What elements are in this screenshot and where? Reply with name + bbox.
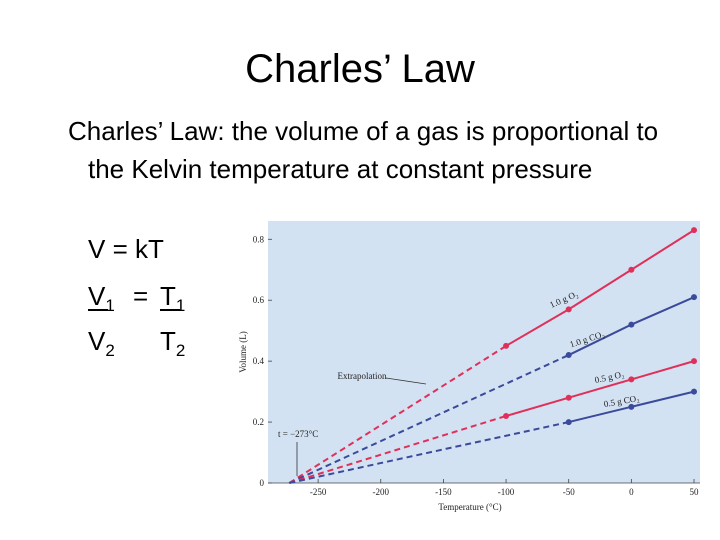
y-tick-label: 0.6 (253, 295, 265, 305)
y-tick-label: 0.4 (253, 356, 265, 366)
data-point (691, 388, 697, 395)
annotation: t = −273°C (278, 429, 318, 439)
annotation-arrow (385, 377, 427, 385)
extrapolation-line (288, 354, 570, 484)
extrapolation-line (289, 415, 507, 484)
x-tick-label: -150 (435, 487, 452, 497)
data-point (565, 306, 572, 313)
x-tick-label: -200 (373, 487, 390, 497)
y-tick-label: 0 (260, 478, 265, 488)
extrapolation-line (288, 345, 507, 484)
data-point (691, 294, 697, 301)
data-point (628, 266, 635, 273)
data-point (691, 358, 697, 365)
x-axis-label: Temperature (°C) (438, 502, 501, 512)
extrapolation-line (289, 421, 569, 484)
x-tick-label: 50 (690, 487, 700, 497)
slide-title: Charles’ Law (245, 47, 475, 91)
body-text: Charles’ Law: the volume of a gas is pro… (68, 116, 658, 184)
data-point (503, 342, 510, 349)
ratio: V1 = T1 V2 T2 (88, 281, 185, 360)
ratio-part: T2 (160, 326, 185, 360)
ratio-part: = (133, 281, 148, 311)
data-point (628, 376, 635, 383)
data-point (503, 412, 510, 419)
ratio-part: T1 (160, 281, 185, 315)
series-line (505, 360, 695, 417)
data-point (565, 419, 572, 426)
x-tick-label: 0 (629, 487, 634, 497)
data-point (565, 352, 572, 359)
y-axis-label: Volume (L) (238, 331, 248, 373)
y-tick-label: 0.2 (253, 417, 264, 427)
equation: V = kT (88, 234, 164, 264)
data-point (565, 394, 572, 401)
ratio-part: V1 (88, 281, 115, 315)
y-tick-label: 0.8 (253, 234, 265, 244)
x-tick-label: -250 (310, 487, 327, 497)
plot-background (268, 221, 700, 483)
x-tick-label: -50 (563, 487, 575, 497)
x-tick-label: -100 (498, 487, 515, 497)
series-line (505, 229, 695, 347)
ratio-part: V2 (88, 326, 115, 360)
data-point (628, 321, 635, 328)
body-paragraph: Charles’ Law: the volume of a gas is pro… (68, 116, 658, 184)
data-point (628, 403, 635, 410)
annotation: Extrapolation (338, 371, 387, 381)
data-point (691, 227, 697, 234)
